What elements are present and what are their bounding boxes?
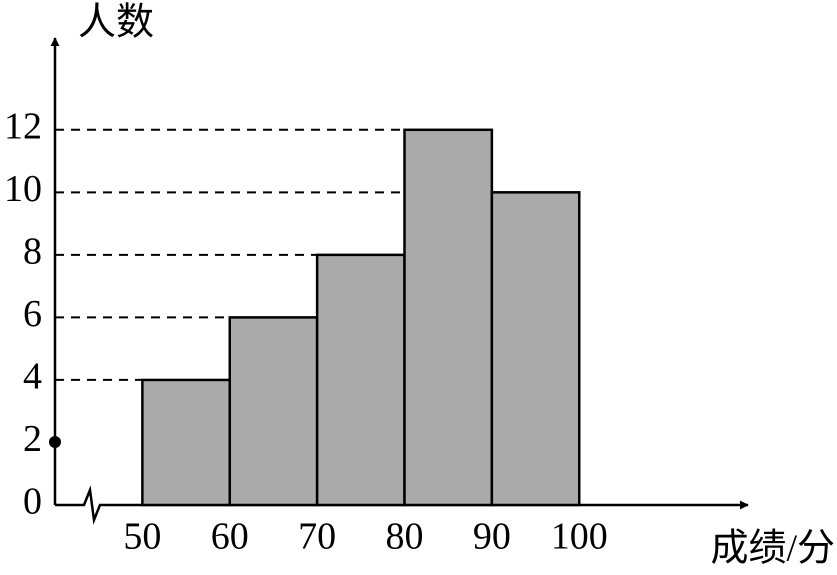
x-tick-label: 60: [211, 516, 249, 558]
bar: [315, 253, 406, 507]
x-tick-label: 80: [386, 516, 424, 558]
y-tick-label: 8: [23, 231, 42, 273]
bar: [490, 191, 581, 507]
x-tick-label: 90: [473, 516, 511, 558]
y-tick-label: 10: [4, 168, 42, 210]
bar: [228, 316, 319, 507]
x-axis-label: 成绩/分: [710, 528, 835, 570]
x-tick-label: 70: [298, 516, 336, 558]
bar: [141, 378, 231, 507]
y-tick-label: 2: [23, 418, 42, 460]
y-tick-label: 0: [23, 481, 42, 523]
x-tick-label: 100: [551, 516, 608, 558]
y-tick-label: 6: [23, 293, 42, 335]
bar: [403, 128, 494, 507]
axis-dot: [49, 436, 61, 448]
y-axis-label: 人数: [78, 2, 154, 44]
y-tick-label: 4: [23, 356, 42, 398]
y-tick-label: 12: [4, 106, 42, 148]
x-tick-label: 50: [123, 516, 161, 558]
